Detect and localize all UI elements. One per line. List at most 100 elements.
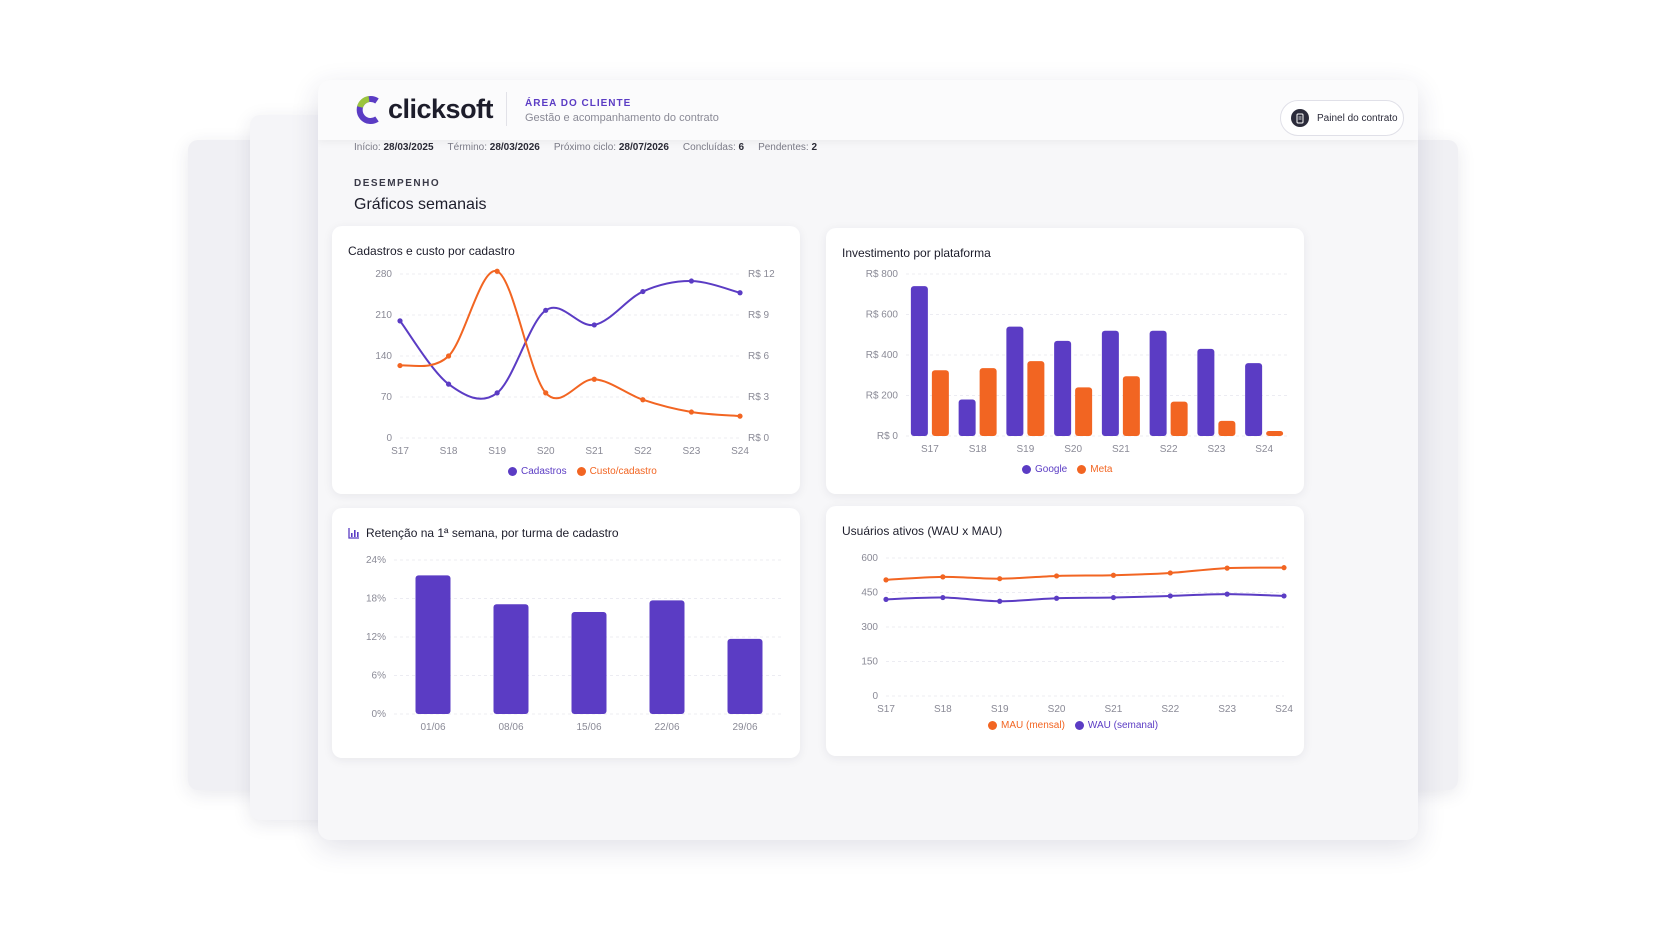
chart-legend: Cadastros Custo/cadastro (508, 466, 657, 477)
y-tick-label: 0 (386, 433, 392, 444)
data-point (591, 322, 597, 328)
y-tick-label: 24% (366, 555, 386, 566)
data-point (737, 413, 743, 419)
bar (1197, 348, 1215, 436)
x-tick-label: S18 (934, 704, 952, 715)
client-area-subtitle: Gestão e acompanhamento do contrato (525, 112, 719, 124)
data-point (640, 397, 646, 403)
data-point (543, 390, 549, 396)
chart-title: Cadastros e custo por cadastro (348, 244, 515, 258)
bar (415, 575, 451, 714)
x-tick-label: S21 (585, 446, 603, 457)
bar (979, 368, 997, 436)
legend-item-custo[interactable]: Custo/cadastro (576, 466, 657, 477)
legend-item-cadastros[interactable]: Cadastros (508, 466, 567, 477)
data-point (1110, 572, 1117, 578)
contract-meta: Início: 28/03/2025 Término: 28/03/2026 P… (354, 142, 817, 153)
chart-investimento: R$ 0 R$ 200 R$ 400 R$ 600 R$ 800 S17 S18 S19 S20… (866, 269, 1288, 455)
chart-title-text: Retenção na 1ª semana, por turma de cada… (366, 526, 619, 540)
clicksoft-logo-icon (356, 95, 379, 124)
chart-cadastros: 0 70 140 210 280 R$ 0 R$ 3 R$ 6 R$ 9 R$ 12 S17 S18 S… (375, 268, 775, 457)
data-point (640, 288, 646, 295)
x-tick-label: 15/06 (576, 722, 601, 733)
chart-usuarios: 0 150 300 450 600 S17 S18 S19 S20 S21 S22 S23 S24 (861, 553, 1293, 715)
meta-termino: Término: 28/03/2026 (447, 142, 540, 153)
x-tick-label: S20 (537, 446, 555, 457)
chart-legend: MAU (mensal) WAU (semanal) (988, 720, 1158, 731)
bar (910, 286, 928, 436)
bar (493, 604, 529, 714)
x-tick-label: S22 (634, 446, 652, 457)
x-tick-label: 08/06 (498, 722, 523, 733)
x-tick-label: S17 (877, 704, 895, 715)
meta-pendentes: Pendentes: 2 (758, 142, 818, 153)
x-tick-label: S19 (488, 446, 506, 457)
header-divider (506, 92, 507, 126)
bar (958, 399, 976, 436)
chart-legend: Google Meta (1022, 464, 1112, 475)
data-point (397, 318, 403, 324)
x-tick-label: S17 (391, 446, 409, 457)
y-tick-label: 18% (366, 594, 386, 605)
x-tick-label: S19 (1016, 444, 1034, 455)
x-tick-label: S17 (921, 444, 939, 455)
document-icon (1291, 109, 1309, 127)
data-point (1167, 570, 1173, 576)
legend-dot (576, 467, 586, 476)
data-point (737, 290, 743, 296)
data-point (883, 577, 889, 583)
y2-tick-label: R$ 12 (748, 269, 775, 280)
legend-item-mau[interactable]: MAU (mensal) (988, 720, 1065, 731)
contract-panel-label: Painel do contrato (1317, 112, 1398, 124)
bar (571, 611, 607, 714)
data-point (1281, 593, 1287, 599)
bar (1218, 420, 1236, 436)
chart-card-cadastros: Cadastros e custo por cadastro 0 70 140 210… (332, 226, 800, 494)
bar (1075, 387, 1093, 436)
y2-tick-label: R$ 3 (748, 392, 770, 403)
y-tick-label: 150 (861, 657, 878, 668)
y-tick-label: R$ 400 (866, 350, 899, 361)
series-line (885, 593, 1285, 603)
x-tick-label: S18 (440, 446, 458, 457)
section-label: DESEMPENHO (354, 178, 441, 189)
data-point (1224, 565, 1230, 571)
bar (1170, 401, 1188, 436)
x-tick-label: S24 (1255, 444, 1273, 455)
data-point (591, 376, 597, 382)
x-tick-label: S24 (731, 446, 749, 457)
x-tick-label: S22 (1161, 704, 1179, 715)
data-point (1053, 595, 1060, 601)
legend-item-google[interactable]: Google (1022, 464, 1067, 475)
data-point (494, 390, 500, 396)
section-title: Gráficos semanais (354, 196, 487, 213)
x-tick-label: S24 (1275, 704, 1293, 715)
contract-panel-button[interactable]: Painel do contrato (1280, 100, 1404, 136)
bar (1027, 361, 1045, 436)
y-tick-label: 210 (375, 310, 392, 321)
x-tick-label: 29/06 (732, 722, 757, 733)
y-tick-label: 12% (366, 632, 386, 643)
x-tick-label: 01/06 (420, 722, 445, 733)
x-tick-label: S21 (1105, 704, 1123, 715)
data-point (997, 576, 1003, 582)
series-line (399, 280, 741, 400)
data-point (940, 574, 946, 580)
legend-dot (1074, 721, 1084, 730)
y-tick-label: 450 (861, 588, 878, 599)
client-area-label: ÁREA DO CLIENTE (525, 98, 632, 109)
legend-item-wau[interactable]: WAU (semanal) (1074, 720, 1158, 731)
data-point (1281, 565, 1287, 571)
x-tick-label: S20 (1064, 444, 1082, 455)
x-tick-label: 22/06 (654, 722, 679, 733)
chart-retencao: 0% 6% 12% 18% 24% 01/06 08/06 15/06 22/06 29/06 (366, 555, 784, 733)
data-point (1053, 573, 1060, 579)
chart-card-investimento: Investimento por plataforma R$ 0 R$ 200 R$… (826, 228, 1304, 494)
bar (1266, 430, 1284, 436)
data-point (883, 596, 889, 602)
x-tick-label: S23 (1218, 704, 1236, 715)
y2-tick-label: R$ 0 (748, 433, 770, 444)
legend-item-meta[interactable]: Meta (1077, 464, 1112, 475)
legend-dot (1077, 465, 1087, 474)
bar (649, 600, 685, 714)
